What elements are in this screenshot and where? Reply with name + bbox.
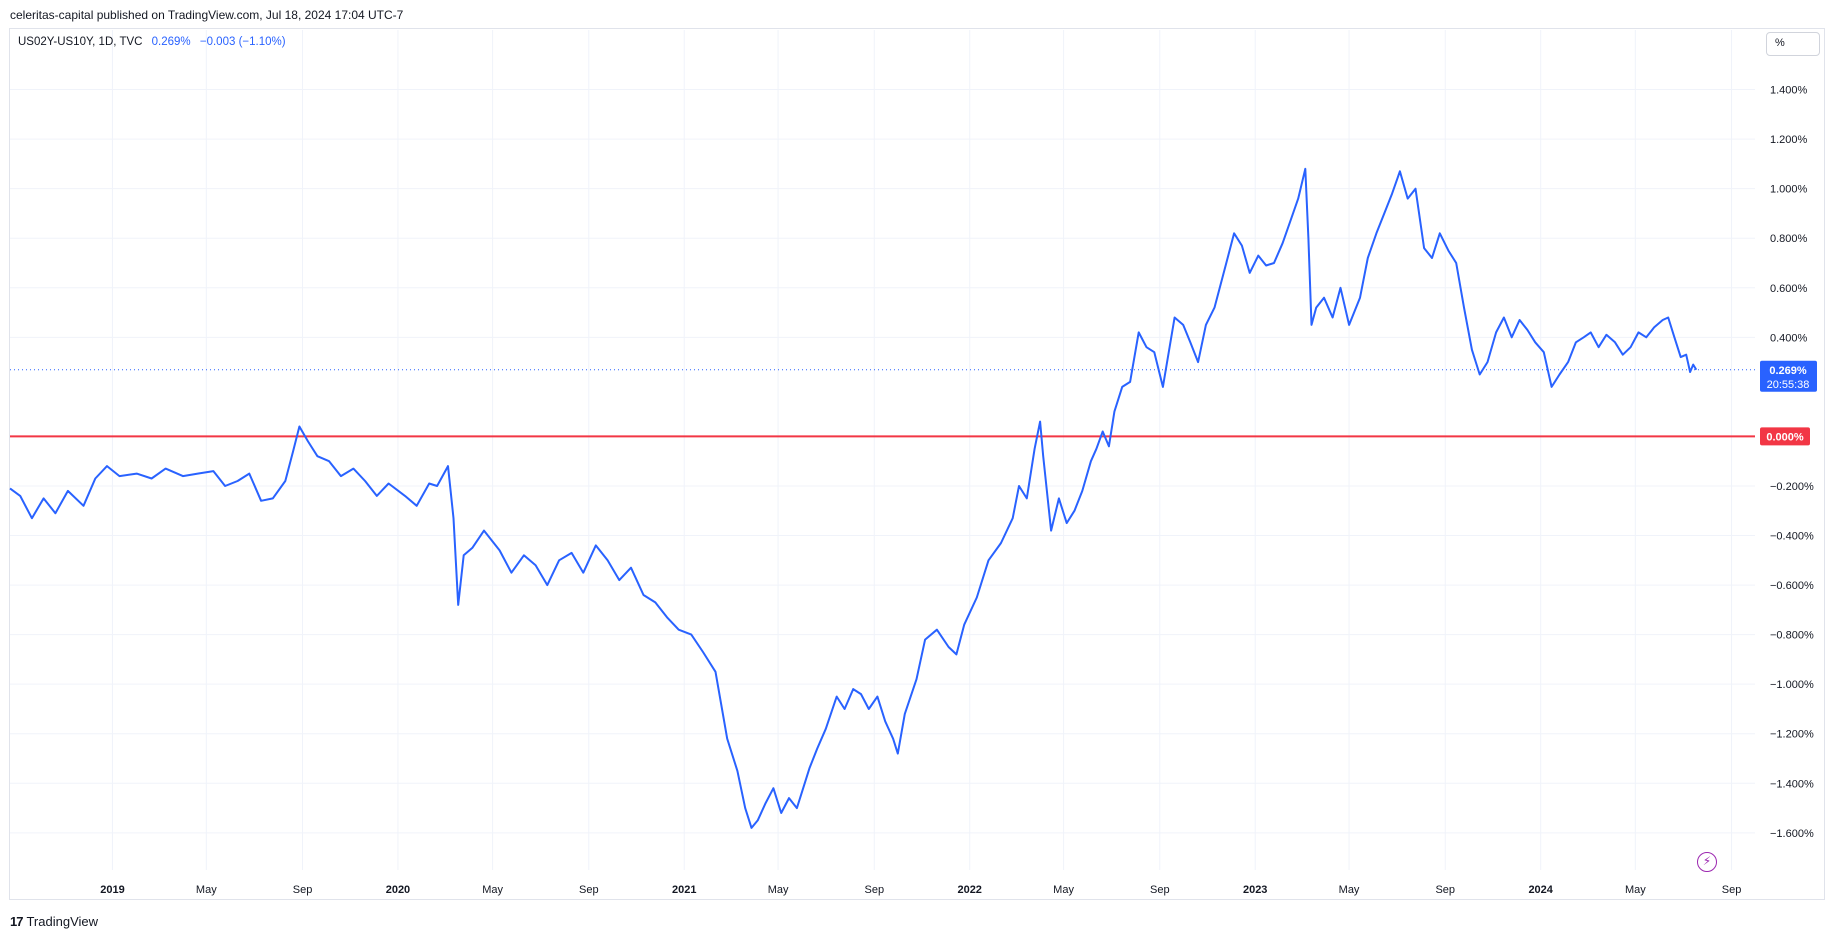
x-tick-label: Sep bbox=[1722, 884, 1742, 896]
lightning-icon[interactable]: ⚡ bbox=[1697, 852, 1717, 872]
x-tick-label: Sep bbox=[1150, 884, 1170, 896]
footer: 17 TradingView bbox=[0, 900, 1835, 939]
tradingview-logo[interactable]: 17 TradingView bbox=[10, 914, 98, 929]
x-tick-label: Sep bbox=[293, 884, 313, 896]
y-tick-label: −0.200% bbox=[1770, 481, 1814, 493]
last-price-countdown: 20:55:38 bbox=[1767, 379, 1810, 391]
tradingview-logo-mark: 17 bbox=[10, 914, 24, 929]
x-tick-label: May bbox=[1339, 884, 1360, 896]
legend-change: −0.003 (−1.10%) bbox=[199, 36, 286, 48]
top-bar: celeritas-capital published on TradingVi… bbox=[0, 0, 1835, 28]
x-tick-label: 2020 bbox=[386, 884, 410, 896]
y-tick-label: −1.000% bbox=[1770, 679, 1814, 691]
x-tick-label: May bbox=[1053, 884, 1074, 896]
publish-attribution: celeritas-capital published on TradingVi… bbox=[10, 8, 404, 22]
y-tick-label: −0.800% bbox=[1770, 630, 1814, 642]
x-tick-label: May bbox=[1625, 884, 1646, 896]
x-tick-label: 2019 bbox=[100, 884, 124, 896]
y-tick-label: −1.400% bbox=[1770, 778, 1814, 790]
y-tick-label: −1.200% bbox=[1770, 729, 1814, 741]
chart-frame bbox=[9, 28, 1825, 900]
zero-line-badge bbox=[1760, 427, 1810, 446]
y-tick-label: −0.400% bbox=[1770, 531, 1814, 543]
x-tick-label: 2021 bbox=[672, 884, 696, 896]
x-tick-label: Sep bbox=[579, 884, 599, 896]
x-tick-label: 2022 bbox=[957, 884, 981, 896]
y-tick-label: −1.600% bbox=[1770, 828, 1814, 840]
y-tick-label: 1.400% bbox=[1770, 85, 1808, 97]
series-legend[interactable]: US02Y-US10Y, 1D, TVC 0.269% −0.003 (−1.1… bbox=[18, 36, 286, 48]
y-tick-label: 0.800% bbox=[1770, 233, 1808, 245]
price-scale-unit-button[interactable]: % bbox=[1766, 32, 1820, 56]
x-tick-label: May bbox=[768, 884, 789, 896]
x-tick-label: 2023 bbox=[1243, 884, 1267, 896]
x-tick-label: May bbox=[196, 884, 217, 896]
y-tick-label: 1.000% bbox=[1770, 184, 1808, 196]
last-price-label: 0.269% bbox=[1769, 365, 1807, 377]
y-tick-label: 0.400% bbox=[1770, 332, 1808, 344]
y-tick-label: −0.600% bbox=[1770, 580, 1814, 592]
legend-symbol: US02Y-US10Y, 1D, TVC bbox=[18, 36, 143, 48]
y-tick-label: 1.200% bbox=[1770, 134, 1808, 146]
x-tick-label: May bbox=[482, 884, 503, 896]
last-price-badge bbox=[1760, 360, 1817, 392]
series-line bbox=[9, 167, 1698, 829]
legend-value: 0.269% bbox=[151, 36, 191, 48]
x-tick-label: Sep bbox=[1435, 884, 1455, 896]
y-tick-label: 0.600% bbox=[1770, 283, 1808, 295]
tradingview-logo-text: TradingView bbox=[26, 914, 99, 929]
x-tick-label: 2024 bbox=[1528, 884, 1553, 896]
x-tick-label: Sep bbox=[864, 884, 884, 896]
zero-line-label: 0.000% bbox=[1766, 431, 1804, 443]
